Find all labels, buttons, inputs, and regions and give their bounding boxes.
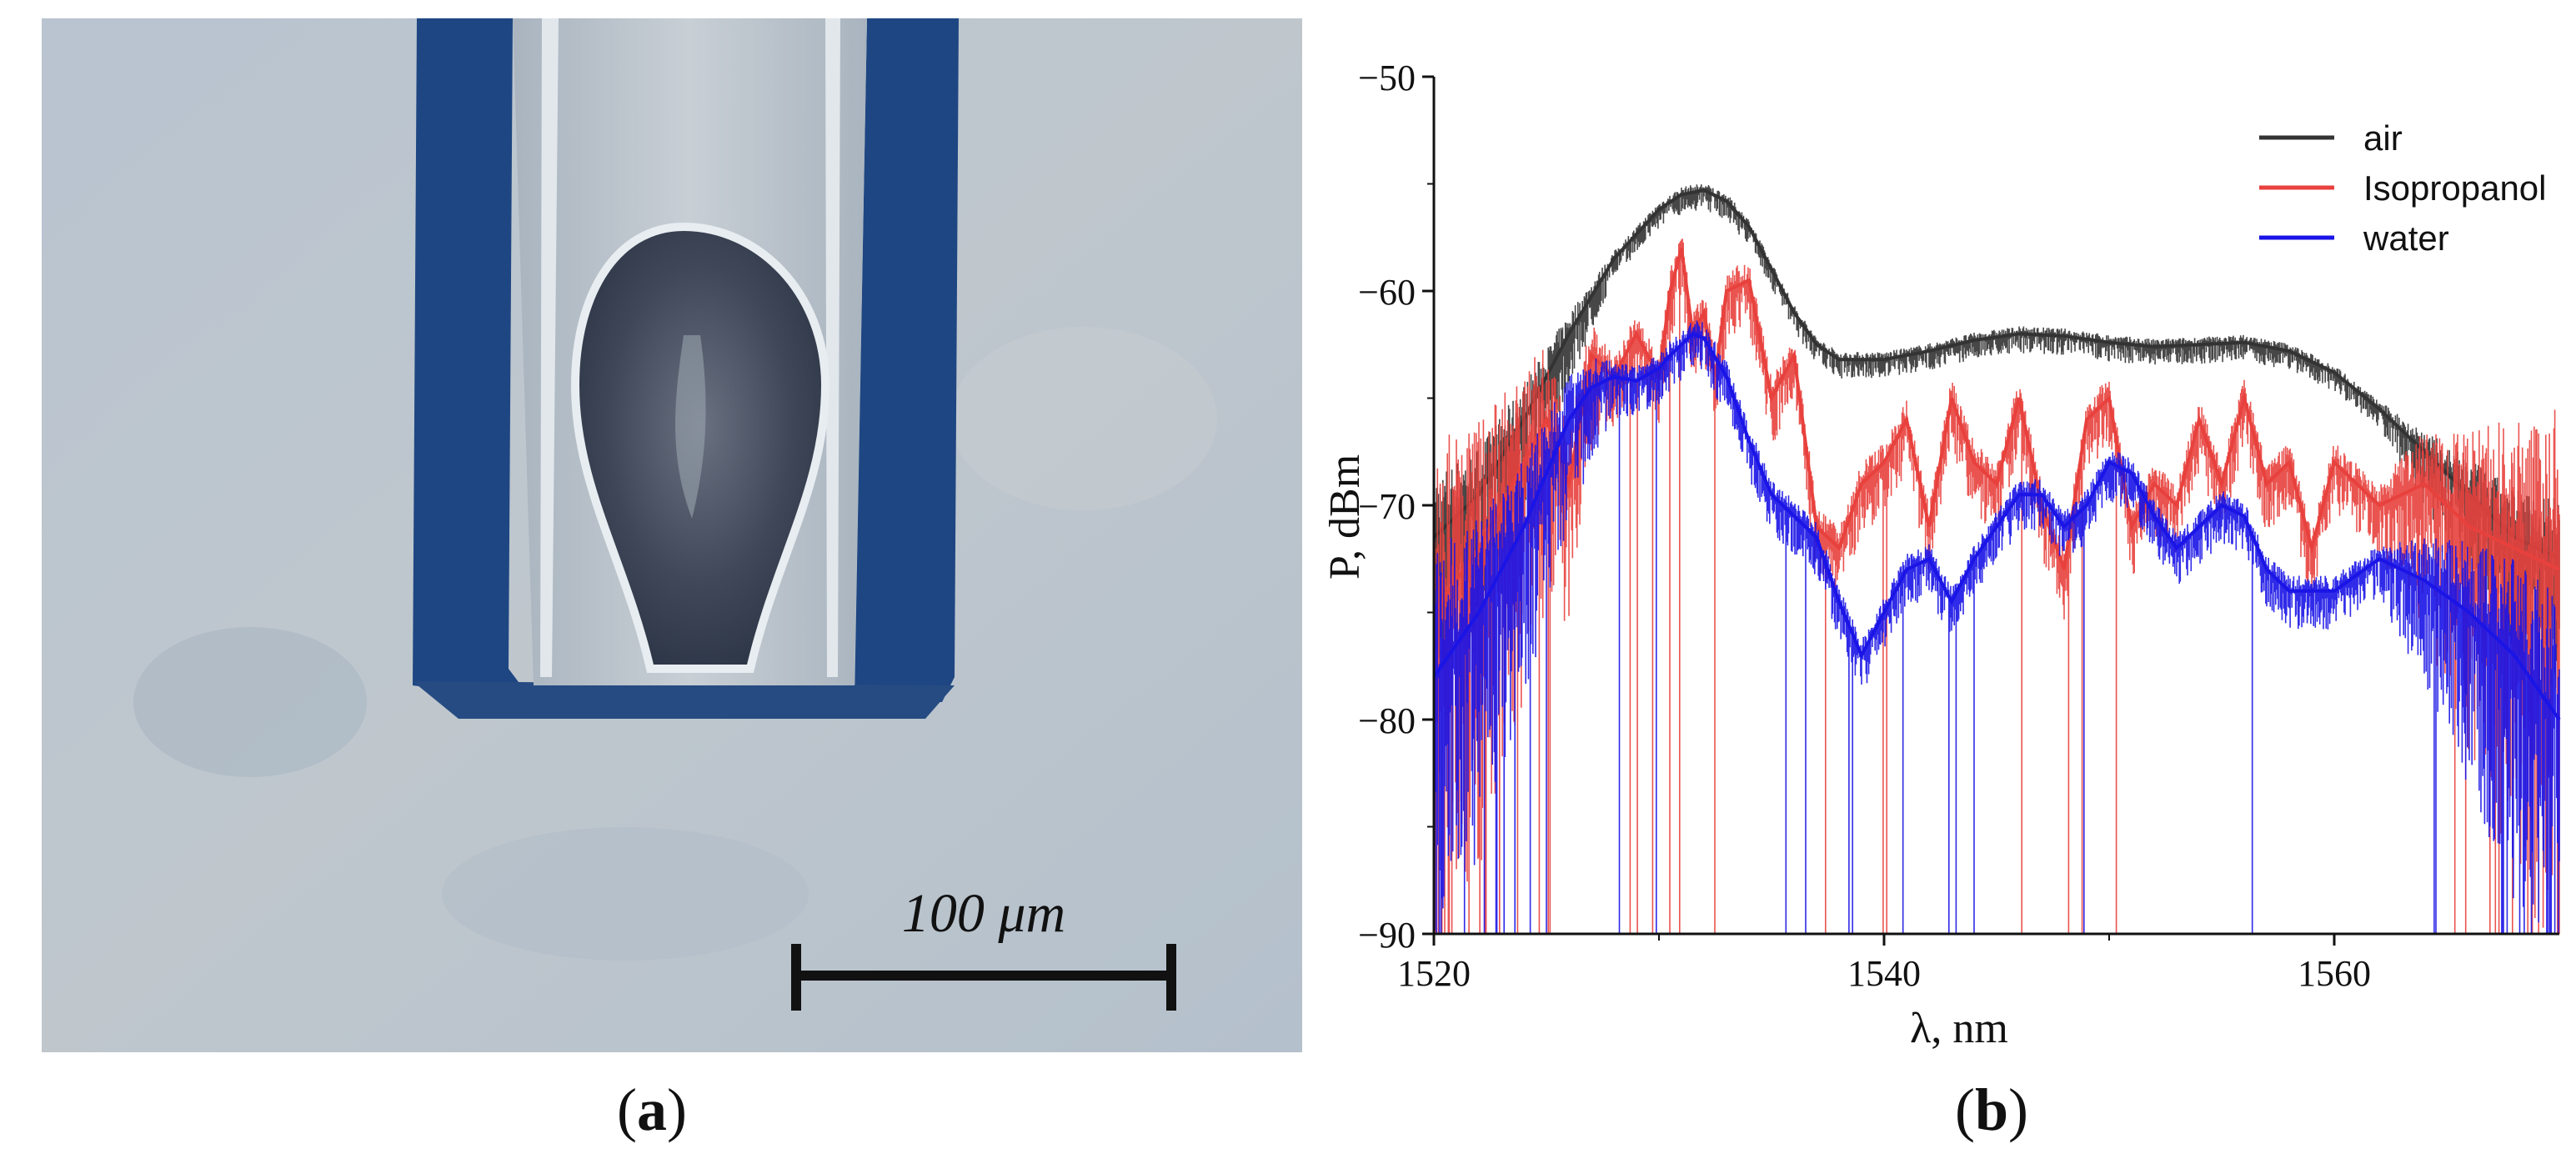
series-layer [1432, 184, 2561, 934]
spectrum-chart-panel: −50 −60 −70 −80 −90 1520 1540 1560 air Isopropan… [1317, 50, 2576, 1092]
series-line-isopropanol [1432, 248, 2560, 614]
y-tick-label: −90 [1358, 915, 1416, 956]
micrograph-image: 100 μm [42, 18, 1302, 1052]
micrograph-panel: 100 μm [42, 18, 1302, 1052]
series-line-water [1432, 332, 2561, 721]
x-axis-label: λ, nm [1910, 1005, 2008, 1052]
x-tick-label: 1560 [2298, 953, 2371, 994]
x-tick-label: 1540 [1847, 953, 1921, 994]
caption-a: (a) [617, 1076, 687, 1143]
x-tick-label: 1520 [1397, 953, 1471, 994]
y-axis-label: P, dBm [1321, 454, 1369, 580]
y-tick-label: −50 [1358, 58, 1416, 98]
y-tick-label: −80 [1358, 700, 1416, 741]
legend-label-isopropanol: Isopropanol [2363, 168, 2547, 208]
legend-label-water: water [2363, 218, 2449, 258]
y-tick-label: −60 [1358, 272, 1416, 313]
series-water [1432, 320, 2561, 934]
capillary-left-wall [413, 18, 534, 702]
legend-label-air: air [2363, 118, 2403, 158]
scale-bar-label: 100 μm [902, 883, 1065, 944]
legend: air Isopropanol water [2259, 118, 2547, 258]
series-noise-water [1433, 320, 2560, 934]
series-line-air [1432, 188, 2560, 561]
y-tick-label: −70 [1358, 486, 1416, 527]
capillary-right-wall [854, 18, 959, 702]
caption-b: (b) [1955, 1076, 2029, 1143]
